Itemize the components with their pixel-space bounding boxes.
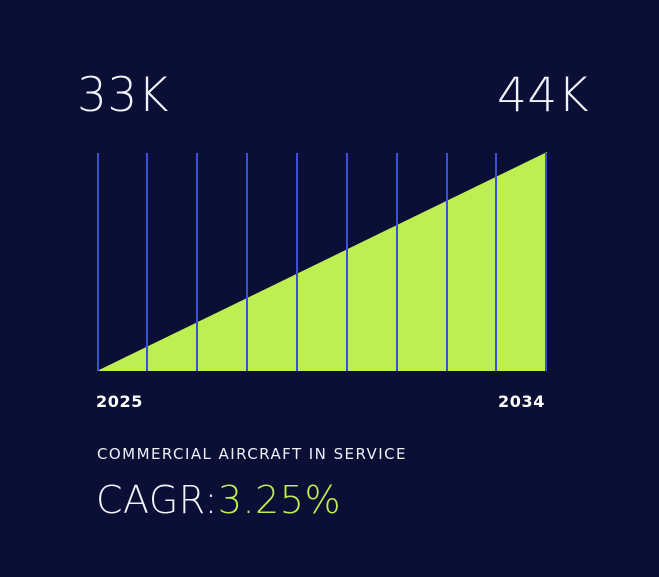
cagr-label: CAGR: [96,478,218,522]
chart-svg [97,152,547,371]
end-value-label: 44K [497,68,590,123]
chart-caption: COMMERCIAL AIRCRAFT IN SERVICE [97,445,407,463]
area-chart [97,152,547,371]
end-year-label: 2034 [498,392,545,411]
cagr-row: CAGR:3.25% [96,479,341,521]
cagr-value: 3.25% [217,478,342,522]
start-value-label: 33K [77,68,170,123]
area-fill-shape [97,152,547,371]
gridlines-group [97,153,547,371]
start-year-label: 2025 [96,392,143,411]
